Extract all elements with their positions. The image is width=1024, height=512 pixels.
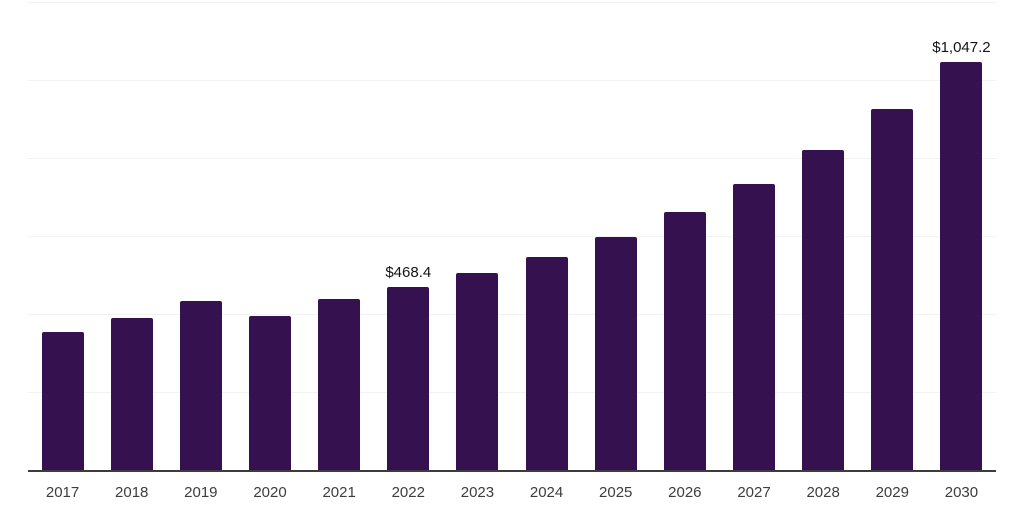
gridline-1200: [28, 2, 996, 3]
gridline-400: [28, 314, 996, 315]
x-tick-label-2027: 2027: [737, 484, 771, 501]
bar-2029: [871, 108, 914, 470]
bar-2021: [318, 299, 361, 470]
bar-2017: [41, 332, 84, 470]
bar-2028: [802, 149, 845, 470]
x-tick-label-2029: 2029: [875, 484, 909, 501]
bar-2027: [733, 183, 775, 470]
data-label-2022: $468.4: [385, 264, 432, 282]
gridline-800: [28, 158, 996, 159]
x-tick-label-2017: 2017: [45, 484, 80, 501]
x-tick-label-2019: 2019: [184, 484, 218, 501]
plot-area: 2017 2018 2019 2020 2021 $468.4 2022 2023 2024 20…: [28, 0, 996, 512]
gridline-200: [28, 392, 996, 393]
bar-2024: [525, 257, 568, 470]
bar-2022: [387, 287, 430, 470]
gridline-1000: [28, 80, 996, 81]
x-axis-line: [28, 470, 996, 472]
bar-2018: [110, 318, 153, 470]
bar-2020: [249, 316, 291, 470]
x-tick-label-2028: 2028: [806, 484, 840, 501]
gridline-600: [28, 236, 996, 237]
bar-2030: [940, 61, 983, 470]
bar-2025: [594, 237, 637, 470]
x-tick-label-2021: 2021: [322, 484, 356, 501]
x-tick-label-2030: 2030: [944, 484, 979, 501]
data-label-2030: $1,047.2: [932, 38, 991, 56]
bar-2019: [179, 301, 222, 470]
x-tick-label-2025: 2025: [599, 484, 633, 501]
x-tick-label-2023: 2023: [460, 484, 495, 501]
x-tick-label-2026: 2026: [668, 484, 702, 501]
bar-2023: [456, 273, 499, 470]
x-tick-label-2022: 2022: [391, 484, 425, 501]
x-tick-label-2018: 2018: [115, 484, 149, 501]
x-tick-label-2024: 2024: [529, 484, 564, 501]
bar-2026: [663, 212, 706, 470]
x-tick-label-2020: 2020: [253, 484, 287, 501]
